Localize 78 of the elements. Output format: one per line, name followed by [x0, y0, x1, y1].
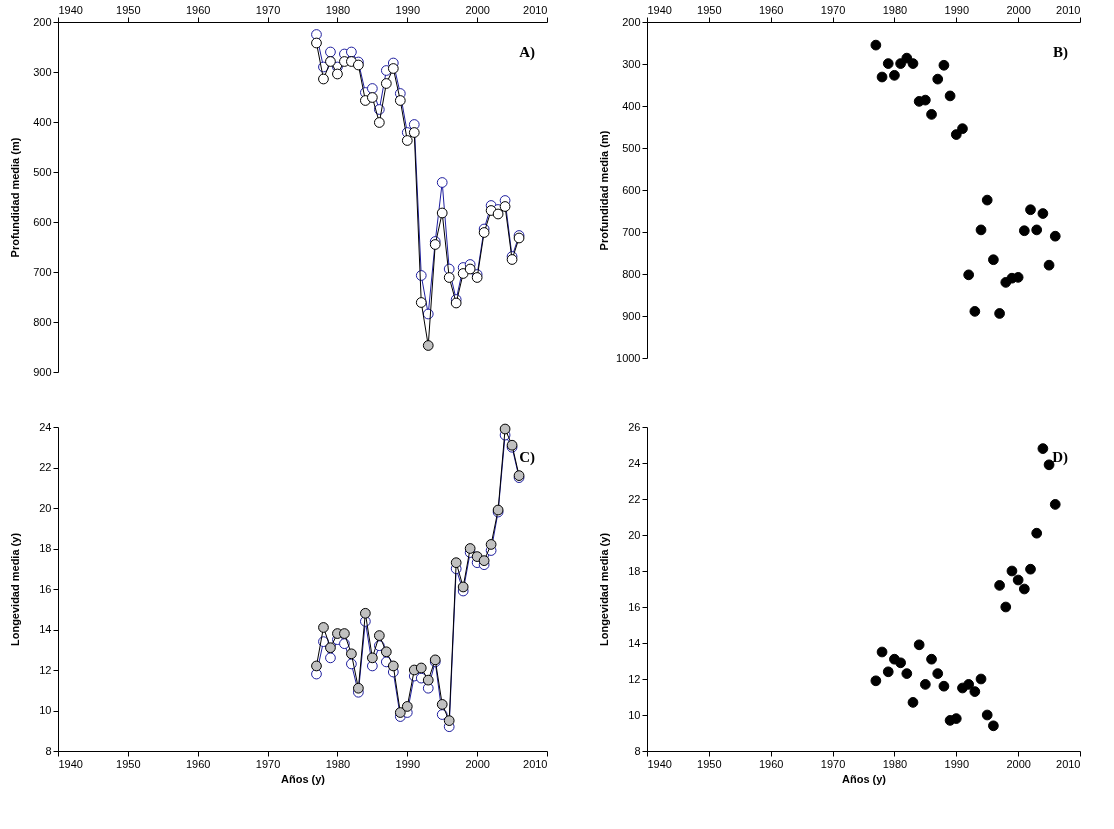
y-tick-label: 26 — [628, 420, 641, 433]
y-tick-label: 12 — [628, 672, 641, 685]
x-tick-label: 1950 — [697, 757, 722, 770]
y-tick-label: 10 — [628, 708, 641, 721]
y-tick-label: 600 — [33, 215, 52, 228]
x-tick-label: 1960 — [758, 3, 784, 16]
y-tick-label: 24 — [39, 420, 52, 433]
y-axis-title: Longevidad media (y) — [8, 532, 21, 647]
y-tick-label: 300 — [33, 65, 52, 78]
x-tick-label: 2000 — [465, 757, 490, 770]
x-tick-label: 1990 — [944, 757, 970, 770]
x-tick-label: 1990 — [944, 3, 970, 16]
x-tick-label: 1980 — [882, 3, 908, 16]
x-tick-label: 2010 — [1056, 3, 1081, 16]
y-tick-label: 400 — [622, 99, 641, 112]
y-tick-label: 8 — [634, 744, 641, 757]
y-tick-label: 14 — [628, 636, 641, 649]
y-tick-label: 24 — [628, 456, 641, 469]
y-tick-label: 22 — [628, 492, 641, 505]
y-tick-label: 12 — [39, 663, 52, 676]
x-tick-label: 1990 — [395, 757, 421, 770]
y-tick-label: 22 — [39, 461, 52, 473]
annotation: C) — [519, 449, 535, 466]
x-tick-label: 2010 — [1056, 757, 1081, 770]
y-tick-label: 800 — [33, 315, 52, 328]
x-tick-label: 1950 — [697, 3, 722, 16]
y-tick-label: 500 — [622, 141, 641, 154]
y-tick-label: 800 — [622, 267, 641, 280]
x-tick-label: 1980 — [325, 3, 351, 16]
x-tick-label: 1940 — [647, 757, 672, 770]
y-tick-label: 18 — [39, 542, 52, 554]
y-tick-label: 400 — [33, 115, 52, 128]
y-tick-label: 900 — [33, 365, 52, 378]
x-tick-label: 1940 — [58, 757, 83, 770]
y-tick-label: 300 — [622, 57, 641, 70]
x-tick-label: 2010 — [523, 757, 548, 770]
y-tick-label: 20 — [628, 528, 641, 541]
y-tick-label: 700 — [33, 265, 52, 278]
y-tick-label: 700 — [622, 225, 641, 238]
annotation: D) — [1052, 449, 1068, 466]
y-tick-label: 16 — [628, 600, 641, 613]
x-tick-label: 1970 — [255, 3, 281, 16]
y-tick-label: 1000 — [616, 351, 641, 364]
x-tick-label: 1940 — [647, 3, 672, 16]
y-tick-label: 900 — [622, 309, 641, 322]
x-tick-label: 1960 — [758, 757, 784, 770]
x-tick-label: 1960 — [185, 3, 211, 16]
y-tick-label: 20 — [39, 501, 52, 514]
y-tick-label: 16 — [39, 582, 52, 595]
x-tick-label: 1980 — [325, 757, 351, 770]
y-tick-label: 600 — [622, 183, 641, 196]
x-tick-label: 1970 — [820, 3, 846, 16]
x-tick-label: 2010 — [523, 3, 548, 16]
y-tick-label: 10 — [39, 704, 52, 716]
x-tick-label: 2000 — [1006, 757, 1031, 770]
annotation: A) — [519, 44, 535, 61]
y-tick-label: 200 — [622, 15, 641, 28]
annotation: B) — [1053, 44, 1068, 61]
x-tick-label: 2000 — [465, 3, 490, 16]
x-tick-label: 1980 — [882, 757, 908, 770]
y-axis-title: Longevidad media (y) — [597, 532, 610, 647]
x-tick-label: 1970 — [820, 757, 846, 770]
x-tick-label: 1940 — [58, 3, 83, 16]
x-tick-label: 2000 — [1006, 3, 1031, 16]
y-axis-title: Profundidad media (m) — [597, 130, 610, 251]
x-tick-label: 1960 — [185, 757, 211, 770]
y-axis-title: Profundidad media (m) — [8, 137, 21, 258]
x-tick-label: 1950 — [116, 3, 141, 16]
x-axis-title: Años (y) — [281, 772, 326, 785]
x-tick-label: 1950 — [116, 757, 141, 770]
x-tick-label: 1970 — [255, 757, 281, 770]
y-tick-label: 500 — [33, 165, 52, 178]
y-tick-label: 8 — [45, 744, 52, 757]
y-tick-label: 18 — [628, 564, 641, 577]
y-tick-label: 14 — [39, 623, 52, 635]
y-tick-label: 200 — [33, 15, 52, 28]
x-tick-label: 1990 — [395, 3, 421, 16]
x-axis-title: Años (y) — [842, 772, 887, 785]
